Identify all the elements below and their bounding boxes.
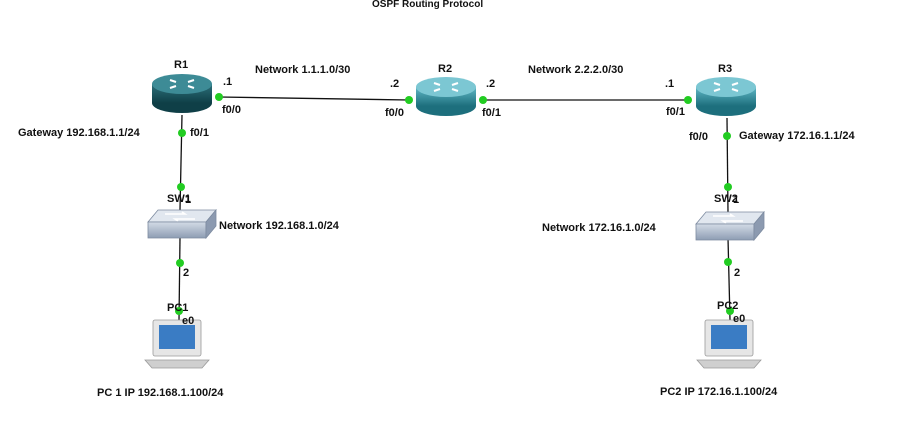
- pc-pc2[interactable]: [696, 319, 762, 369]
- r1-f00-address: .1: [223, 76, 233, 88]
- router-r2[interactable]: [416, 77, 476, 116]
- sw1-port-2: 2: [183, 267, 190, 279]
- router-icon: [416, 77, 476, 116]
- switch-icon: [147, 208, 217, 240]
- port-dot: [178, 129, 186, 137]
- port-dot: [405, 96, 413, 104]
- sw1-port-1: 1: [185, 194, 192, 206]
- r3-f01-port: f0/1: [666, 106, 685, 118]
- network-label-lan1: Network 192.168.1.0/24: [219, 220, 339, 232]
- network-label-r1-r2: Network 1.1.1.0/30: [255, 64, 351, 76]
- port-dot: [723, 132, 731, 140]
- port-dot: [177, 183, 185, 191]
- link-r1-r2[interactable]: [218, 96, 410, 101]
- pc-icon: [696, 319, 762, 369]
- label-pc2: PC2: [717, 300, 739, 312]
- gateway-label-2: Gateway 172.16.1.1/24: [739, 130, 855, 142]
- router-r3[interactable]: [696, 77, 756, 116]
- diagram-title: OSPF Routing Protocol: [372, 0, 484, 10]
- switch-icon: [695, 210, 765, 242]
- label-pc1: PC1: [167, 302, 189, 314]
- pc1-e0-port: e0: [182, 315, 195, 327]
- r1-f01-port: f0/1: [190, 127, 209, 139]
- pc-icon: [144, 319, 210, 369]
- pc2-ip-label: PC2 IP 172.16.1.100/24: [660, 386, 778, 398]
- label-r2: R2: [438, 63, 453, 75]
- pc1-ip-label: PC 1 IP 192.168.1.100/24: [97, 387, 224, 399]
- router-icon: [152, 74, 212, 113]
- r2-f01-address: .2: [486, 78, 496, 90]
- network-label-r2-r3: Network 2.2.2.0/30: [528, 64, 624, 76]
- r3-f00-port: f0/0: [689, 131, 708, 143]
- port-dot: [215, 93, 223, 101]
- label-sw2: SW2: [714, 193, 738, 205]
- label-r1: R1: [174, 59, 189, 71]
- port-dot: [724, 258, 732, 266]
- r2-f00-address: .2: [390, 78, 400, 90]
- sw2-port-1: 1: [733, 194, 740, 206]
- port-dot: [684, 96, 692, 104]
- switch-sw2[interactable]: [695, 210, 765, 242]
- network-label-lan2: Network 172.16.1.0/24: [542, 222, 656, 234]
- port-dot: [479, 96, 487, 104]
- gateway-label-1: Gateway 192.168.1.1/24: [18, 127, 140, 139]
- r3-f01-address: .1: [665, 78, 675, 90]
- link-sw1-pc1[interactable]: [178, 237, 181, 321]
- switch-sw1[interactable]: [147, 208, 217, 240]
- router-icon: [696, 77, 756, 116]
- label-r3: R3: [718, 63, 733, 75]
- r1-f00-port: f0/0: [222, 104, 241, 116]
- port-dot: [726, 307, 734, 315]
- pc2-e0-port: e0: [733, 313, 746, 325]
- port-dot: [176, 259, 184, 267]
- router-r1[interactable]: [152, 74, 212, 113]
- port-dot: [175, 307, 183, 315]
- port-dot: [724, 183, 732, 191]
- pc-pc1[interactable]: [144, 319, 210, 369]
- link-sw2-pc2[interactable]: [727, 237, 731, 321]
- r2-f01-port: f0/1: [482, 107, 501, 119]
- r2-f00-port: f0/0: [385, 107, 404, 119]
- sw2-port-2: 2: [734, 267, 741, 279]
- label-sw1: SW1: [167, 193, 191, 205]
